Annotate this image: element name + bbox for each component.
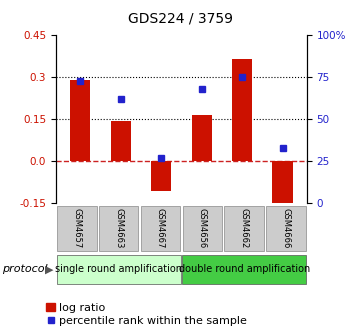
Text: GSM4657: GSM4657 — [72, 208, 81, 249]
Text: GSM4656: GSM4656 — [198, 208, 207, 249]
Text: GSM4662: GSM4662 — [240, 208, 249, 249]
Bar — [192, 115, 212, 161]
Text: protocol: protocol — [2, 264, 47, 274]
Bar — [141, 206, 180, 251]
Bar — [183, 206, 222, 251]
Bar — [232, 59, 252, 161]
Bar — [57, 206, 96, 251]
Text: ▶: ▶ — [45, 264, 54, 274]
Bar — [266, 206, 306, 251]
Bar — [110, 121, 131, 161]
Legend: log ratio, percentile rank within the sample: log ratio, percentile rank within the sa… — [42, 298, 252, 330]
Bar — [99, 206, 138, 251]
Text: double round amplification: double round amplification — [178, 264, 310, 274]
Bar — [273, 161, 293, 208]
Bar — [225, 206, 264, 251]
Text: GSM4667: GSM4667 — [156, 208, 165, 249]
Text: GSM4663: GSM4663 — [114, 208, 123, 249]
Text: GSM4666: GSM4666 — [282, 208, 291, 249]
Text: GDS224 / 3759: GDS224 / 3759 — [128, 12, 233, 26]
Bar — [57, 255, 180, 284]
Bar — [182, 255, 306, 284]
Bar — [70, 80, 90, 161]
Bar — [151, 161, 171, 191]
Text: single round amplification: single round amplification — [55, 264, 182, 274]
